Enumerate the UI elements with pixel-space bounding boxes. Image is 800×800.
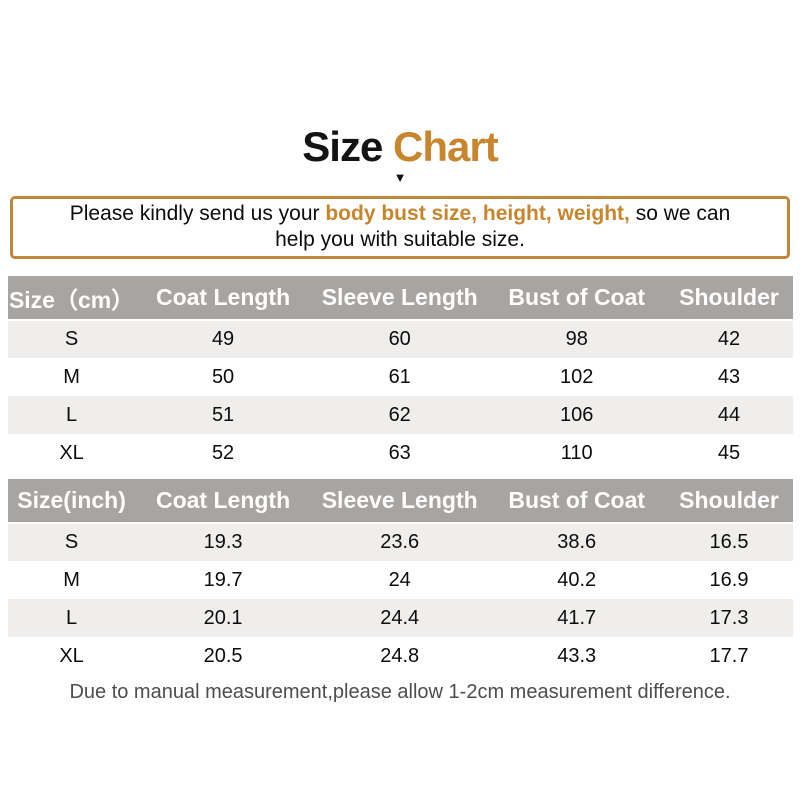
column-header: Sleeve Length — [310, 479, 489, 523]
table-row: M 19.7 24 40.2 16.9 — [8, 561, 793, 599]
measurement-value-cell: 20.5 — [203, 644, 243, 667]
measurement-value-cell: 43 — [717, 365, 741, 388]
measurement-value-cell: 61 — [388, 365, 411, 388]
size-label-cell: L — [66, 403, 78, 426]
measurement-value-cell: 24.8 — [380, 644, 420, 667]
page-title: Size Chart — [0, 124, 800, 170]
measurement-value-cell: 98 — [565, 328, 588, 350]
measurement-value-cell: 49 — [211, 328, 235, 350]
measurement-value-cell: 106 — [560, 403, 594, 426]
measurement-value-cell: 63 — [388, 441, 411, 464]
size-label-cell: L — [66, 606, 78, 629]
measurement-value-cell: 17.3 — [709, 606, 749, 629]
size-table-inch-header: Size(inch) Coat Length Sleeve Length Bust o… — [8, 479, 793, 523]
measurement-value-cell: 43.3 — [557, 644, 597, 667]
size-table-inch: Size(inch) Coat Length Sleeve Length Bust o… — [8, 479, 793, 675]
table-row: S 19.3 23.6 38.6 16.5 — [8, 523, 793, 561]
column-header: Coat Length — [135, 276, 311, 320]
size-label-cell: S — [64, 531, 79, 553]
down-arrow-icon: ▼ — [393, 170, 407, 185]
notice-line-2: help you with suitable size. — [275, 228, 525, 251]
measurement-value-cell: 19.3 — [203, 531, 243, 553]
measurement-value-cell: 24.4 — [380, 606, 420, 629]
measurement-value-cell: 16.5 — [709, 531, 749, 553]
header-row: Size（cm） Coat Length Sleeve Length Bust of … — [8, 276, 793, 320]
title-word-size: Size — [302, 123, 383, 170]
measurement-value-cell: 41.7 — [557, 606, 597, 629]
measurement-disclaimer: Due to manual measurement,please allow 1… — [69, 681, 731, 703]
size-table-cm-header: Size（cm） Coat Length Sleeve Length Bust of … — [8, 276, 793, 320]
measurement-value-cell: 20.1 — [203, 606, 243, 629]
column-header: Sleeve Length — [310, 276, 489, 320]
measurement-value-cell: 52 — [211, 441, 235, 464]
measurement-value-cell: 60 — [388, 328, 411, 350]
column-header: Bust of Coat — [488, 479, 666, 523]
measurement-value-cell: 38.6 — [557, 531, 597, 553]
column-header: Bust of Coat — [488, 276, 666, 320]
size-table-cm-body: S 49 60 98 42 M 50 61 102 43 L 51 62 106 44 XL 52 63 110 45 — [8, 320, 793, 472]
measurement-value-cell: 40.2 — [557, 568, 597, 591]
column-header: Shoulder — [665, 479, 793, 523]
measurement-value-cell: 42 — [717, 328, 741, 350]
column-header: Size(inch) — [8, 479, 136, 523]
measurement-value-cell: 50 — [211, 365, 235, 388]
measurement-value-cell: 17.7 — [709, 644, 749, 667]
measurement-value-cell: 102 — [560, 365, 594, 388]
size-label-cell: M — [63, 568, 80, 591]
table-row: S 49 60 98 42 — [8, 320, 793, 358]
size-label-cell: XL — [59, 644, 84, 667]
measurement-value-cell: 19.7 — [203, 568, 243, 591]
size-label-cell: S — [64, 328, 79, 350]
title-word-chart: Chart — [393, 123, 499, 170]
measurement-value-cell: 44 — [717, 403, 741, 426]
column-header: Coat Length — [135, 479, 311, 523]
measurement-value-cell: 24 — [388, 568, 411, 591]
size-table-inch-body: S 19.3 23.6 38.6 16.5 M 19.7 24 40.2 16.9 L 20.1 24.… — [8, 523, 793, 675]
notice-line1-suffix: so we can — [629, 202, 731, 225]
notice-line1-prefix: Please kindly send us your — [69, 202, 326, 225]
measurement-value-cell: 110 — [560, 441, 593, 464]
measurement-value-cell: 16.9 — [709, 568, 749, 591]
measurement-value-cell: 23.6 — [380, 531, 420, 553]
notice-box: Please kindly send us your body bust siz… — [10, 196, 790, 259]
table-row: L 20.1 24.4 41.7 17.3 — [8, 599, 793, 637]
column-header: Size（cm） — [8, 276, 136, 320]
table-row: XL 20.5 24.8 43.3 17.7 — [8, 637, 793, 675]
size-label-cell: M — [63, 365, 80, 388]
column-header: Shoulder — [665, 276, 793, 320]
size-label-cell: XL — [59, 441, 84, 464]
size-table-cm: Size（cm） Coat Length Sleeve Length Bust of … — [8, 276, 793, 472]
notice-line1-highlight: body bust size, height, weight, — [325, 202, 630, 225]
measurement-value-cell: 45 — [717, 441, 741, 464]
table-row: L 51 62 106 44 — [8, 396, 793, 434]
notice-line-1: Please kindly send us your body bust siz… — [21, 201, 779, 227]
table-row: M 50 61 102 43 — [8, 358, 793, 396]
table-row: XL 52 63 110 45 — [8, 434, 793, 472]
header-row: Size(inch) Coat Length Sleeve Length Bust o… — [8, 479, 793, 523]
measurement-value-cell: 62 — [388, 403, 411, 426]
measurement-value-cell: 51 — [211, 403, 235, 426]
